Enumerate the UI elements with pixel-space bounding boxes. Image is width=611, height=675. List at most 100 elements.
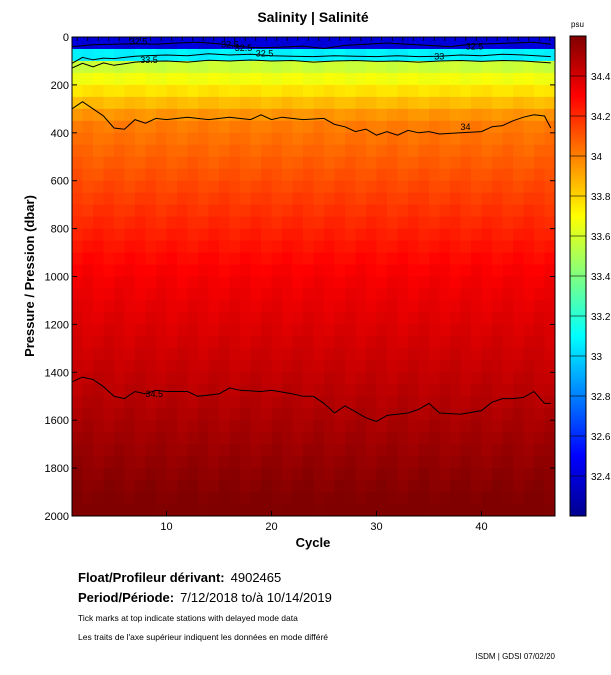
heatmap-cell — [219, 84, 231, 98]
heatmap-cell — [502, 96, 514, 110]
heatmap-cell — [198, 288, 210, 302]
heatmap-cell — [534, 324, 546, 337]
heatmap-cell — [376, 276, 388, 290]
heatmap-cell — [292, 216, 304, 230]
heatmap-cell — [82, 132, 94, 146]
heatmap-cell — [544, 276, 555, 290]
heatmap-cell — [387, 168, 399, 182]
heatmap-cell — [82, 264, 94, 278]
heatmap-cell — [471, 312, 483, 325]
heatmap-cell — [93, 288, 105, 302]
heatmap-cell — [492, 228, 504, 242]
heatmap-cell — [513, 240, 525, 254]
heatmap-cell — [366, 37, 378, 50]
heatmap-cell — [345, 288, 357, 302]
heatmap-cell — [439, 192, 451, 206]
heatmap-cell — [355, 264, 367, 278]
heatmap-cell — [103, 252, 115, 266]
heatmap-cell — [513, 324, 525, 337]
heatmap-cell — [355, 252, 367, 266]
heatmap-cell — [366, 372, 378, 385]
heatmap-cell — [313, 480, 325, 493]
heatmap-cell — [366, 204, 378, 218]
colorbar-tick-label: 33.6 — [591, 232, 611, 243]
heatmap-cell — [429, 408, 441, 421]
heatmap-cell — [429, 216, 441, 230]
heatmap-cell — [177, 168, 189, 182]
heatmap-cell — [187, 300, 199, 314]
heatmap-cell — [408, 312, 420, 325]
heatmap-cell — [544, 96, 555, 110]
heatmap-cell — [303, 480, 315, 493]
y-tick-label: 400 — [51, 128, 69, 140]
heatmap-cell — [544, 432, 555, 445]
heatmap-cell — [355, 324, 367, 337]
heatmap-cell — [460, 312, 472, 325]
chart-title: Salinity | Salinité — [257, 9, 368, 25]
heatmap-cell — [313, 240, 325, 254]
heatmap-cell — [261, 180, 273, 194]
heatmap-cell — [198, 48, 210, 62]
heatmap-cell — [450, 468, 462, 481]
heatmap-cell — [439, 180, 451, 194]
heatmap-cell — [271, 204, 283, 218]
heatmap-cell — [187, 432, 199, 445]
heatmap-cell — [208, 492, 220, 505]
heatmap-cell — [303, 468, 315, 481]
heatmap-cell — [471, 492, 483, 505]
heatmap-cell — [534, 504, 546, 516]
heatmap-cell — [135, 37, 147, 50]
heatmap-cell — [324, 264, 336, 278]
heatmap-cell — [429, 72, 441, 86]
heatmap-cell — [397, 396, 409, 409]
heatmap-cell — [229, 144, 241, 158]
heatmap-cell — [229, 60, 241, 74]
heatmap-cell — [429, 84, 441, 98]
heatmap-cell — [72, 432, 84, 445]
heatmap-cell — [271, 168, 283, 182]
heatmap-cell — [366, 60, 378, 74]
y-tick-label: 200 — [51, 80, 69, 92]
heatmap-cell — [82, 204, 94, 218]
heatmap-cell — [429, 348, 441, 361]
heatmap-cell — [282, 276, 294, 290]
heatmap-cell — [114, 48, 126, 62]
heatmap-cell — [82, 348, 94, 361]
heatmap-cell — [355, 120, 367, 134]
heatmap-cell — [439, 252, 451, 266]
heatmap-cell — [156, 420, 168, 433]
heatmap-cell — [418, 300, 430, 314]
heatmap-cell — [492, 480, 504, 493]
heatmap-cell — [229, 72, 241, 86]
heatmap-cell — [376, 444, 388, 457]
heatmap-cell — [387, 84, 399, 98]
heatmap-cell — [166, 396, 178, 409]
heatmap-cell — [208, 240, 220, 254]
heatmap-cell — [135, 480, 147, 493]
heatmap-cell — [219, 96, 231, 110]
heatmap-cell — [240, 300, 252, 314]
heatmap-cell — [219, 336, 231, 349]
heatmap-cell — [177, 60, 189, 74]
heatmap-cell — [271, 396, 283, 409]
heatmap-cell — [271, 456, 283, 469]
heatmap-cell — [177, 72, 189, 86]
heatmap-cell — [492, 120, 504, 134]
heatmap-cell — [439, 432, 451, 445]
heatmap-cell — [523, 264, 535, 278]
heatmap-cell — [135, 468, 147, 481]
heatmap-cell — [187, 60, 199, 74]
heatmap-cell — [387, 288, 399, 302]
heatmap-cell — [397, 72, 409, 86]
heatmap-cell — [93, 264, 105, 278]
heatmap-cell — [166, 468, 178, 481]
heatmap-cell — [534, 408, 546, 421]
heatmap-cell — [135, 276, 147, 290]
heatmap-cell — [376, 432, 388, 445]
heatmap-cell — [187, 84, 199, 98]
heatmap-cell — [408, 240, 420, 254]
heatmap-cell — [429, 48, 441, 62]
heatmap-cell — [145, 264, 157, 278]
period-value: 7/12/2018 to/à 10/14/2019 — [180, 590, 332, 605]
heatmap-cell — [334, 60, 346, 74]
